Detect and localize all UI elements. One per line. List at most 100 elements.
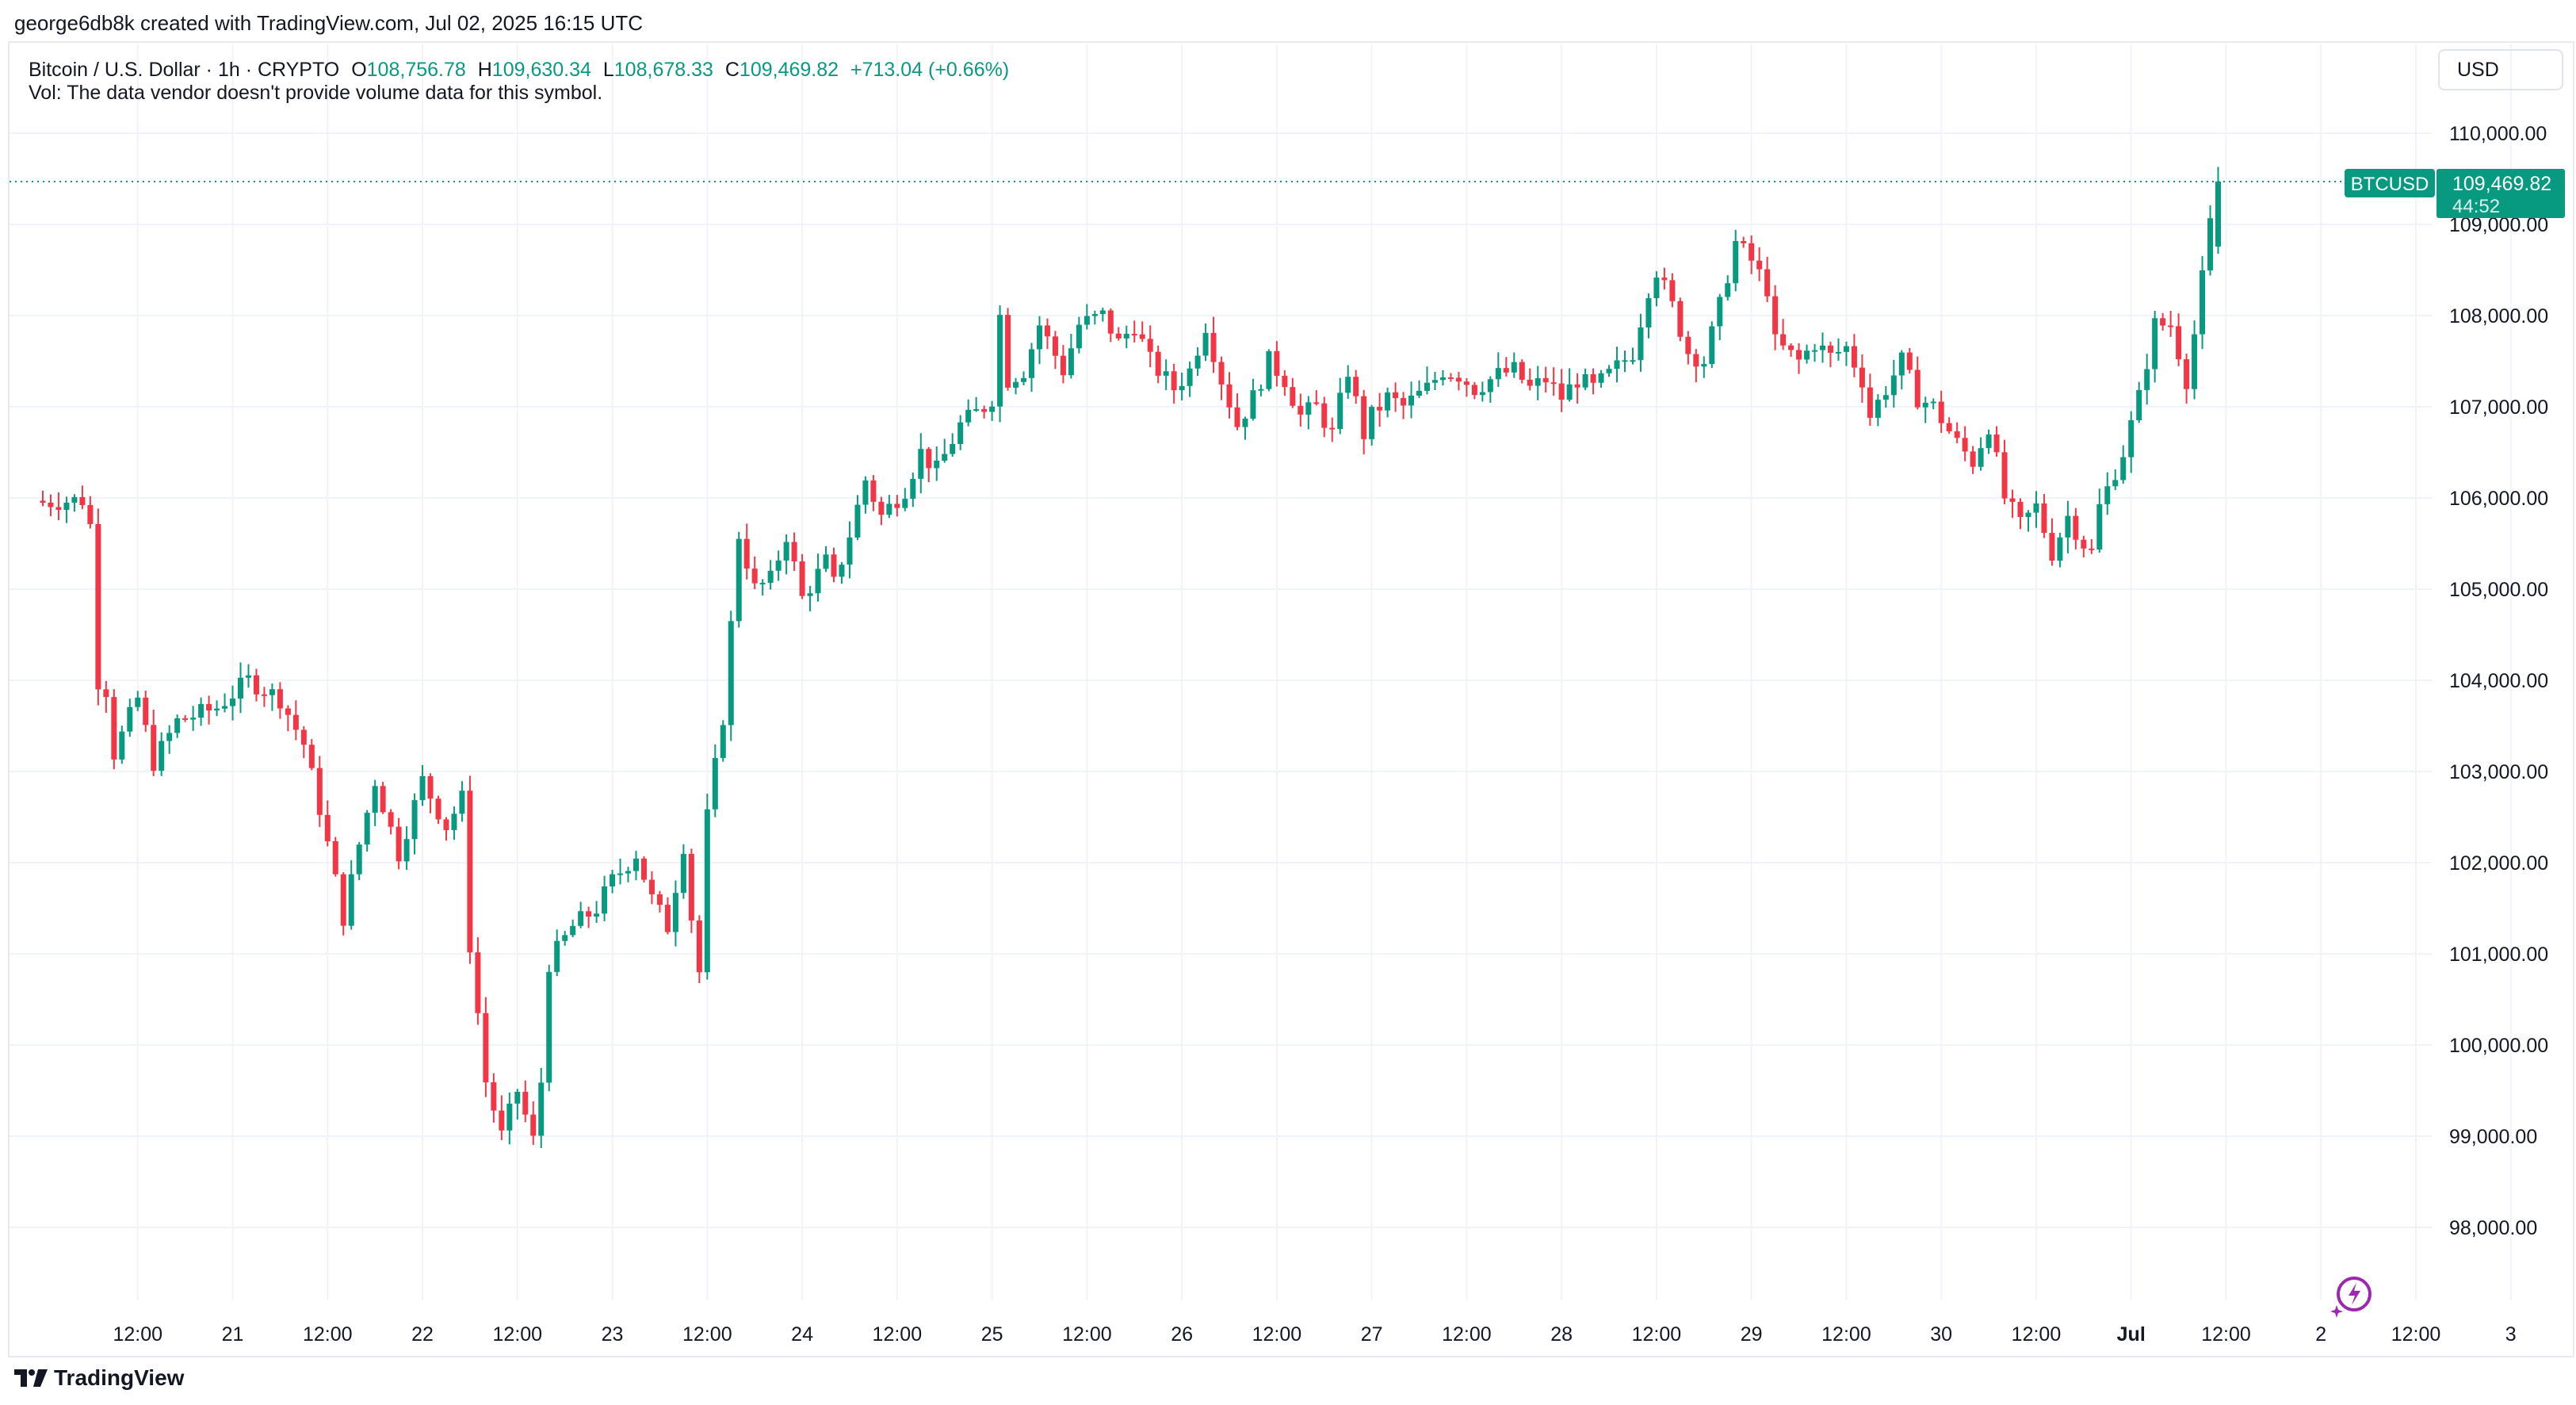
candle-body bbox=[1266, 350, 1272, 389]
candle-body bbox=[2207, 218, 2214, 270]
candle-body bbox=[648, 879, 655, 894]
candle-body bbox=[1194, 355, 1201, 369]
candle-body bbox=[1329, 427, 1336, 430]
candle-body bbox=[1788, 345, 1794, 350]
candle-body bbox=[2192, 334, 2198, 389]
candle-body bbox=[1021, 377, 1027, 382]
candle-body bbox=[1471, 385, 1477, 396]
candle-body bbox=[664, 905, 671, 932]
candle-body bbox=[372, 786, 378, 814]
candle-body bbox=[1036, 325, 1042, 350]
candle-body bbox=[1685, 336, 1691, 354]
candle-body bbox=[926, 449, 932, 469]
candle-body bbox=[1099, 310, 1106, 315]
candle-body bbox=[230, 699, 236, 706]
candle-body bbox=[1479, 392, 1485, 396]
time-tick-label: 12:00 bbox=[1632, 1323, 1682, 1346]
candle-body bbox=[870, 480, 877, 502]
candle-body bbox=[743, 538, 750, 569]
candle-body bbox=[878, 501, 885, 515]
tradingview-logo-icon bbox=[14, 1369, 48, 1387]
candle-body bbox=[2065, 515, 2071, 538]
candle-body bbox=[704, 809, 710, 973]
candle-body bbox=[2033, 503, 2039, 513]
candle-body bbox=[2104, 486, 2111, 504]
candle-body bbox=[594, 913, 600, 917]
time-tick-label: 23 bbox=[602, 1323, 624, 1346]
candle-body bbox=[2128, 420, 2135, 457]
candle-body bbox=[799, 561, 805, 596]
candle-body bbox=[2017, 501, 2024, 517]
time-tick-label: 21 bbox=[222, 1323, 244, 1346]
candle-body bbox=[902, 499, 908, 508]
time-tick-label: 12:00 bbox=[2391, 1323, 2441, 1346]
candle-body bbox=[1385, 392, 1391, 411]
candle-body bbox=[1147, 339, 1153, 352]
ohlc-legend: Bitcoin / U.S. Dollar · 1h · CRYPTO O108… bbox=[29, 56, 1009, 84]
candle-body bbox=[1290, 387, 1296, 406]
candle-body bbox=[783, 542, 789, 561]
candle-body bbox=[1345, 377, 1351, 393]
candle-body bbox=[894, 503, 900, 508]
candle-body bbox=[950, 443, 956, 454]
candle-body bbox=[728, 621, 734, 725]
candle-body bbox=[1764, 269, 1771, 297]
candle-body bbox=[174, 718, 181, 733]
candle-body bbox=[2073, 515, 2079, 540]
candle-body bbox=[475, 952, 481, 1013]
candle-body bbox=[1361, 396, 1367, 439]
candle-body bbox=[87, 505, 94, 524]
candle-body bbox=[672, 893, 678, 932]
candle-body bbox=[316, 768, 323, 815]
candle-body bbox=[1202, 332, 1209, 356]
candle-body bbox=[340, 874, 346, 926]
symbol-tag-text: BTCUSD bbox=[2351, 174, 2429, 195]
candle-body bbox=[214, 708, 220, 711]
lightning-bolt-icon[interactable] bbox=[2327, 1273, 2375, 1325]
candle-body bbox=[1898, 352, 1905, 376]
candle-body bbox=[965, 409, 972, 423]
candle-body bbox=[356, 844, 362, 875]
legend-open-label: O bbox=[351, 59, 367, 81]
time-tick-label: 12:00 bbox=[493, 1323, 543, 1346]
symbol-tag-bg bbox=[2345, 169, 2435, 197]
volume-note: Vol: The data vendor doesn't provide vol… bbox=[29, 82, 603, 104]
candle-body bbox=[1005, 315, 1011, 388]
candle-body bbox=[1590, 374, 1596, 383]
candle-body bbox=[1258, 389, 1264, 391]
candle-body bbox=[459, 791, 465, 814]
candle-body bbox=[364, 813, 370, 845]
candle-body bbox=[1780, 334, 1787, 346]
candle-body bbox=[1550, 382, 1557, 385]
candle-body bbox=[2057, 537, 2063, 561]
candle-body bbox=[2049, 533, 2055, 561]
candle-body bbox=[823, 554, 829, 569]
candle-body bbox=[2176, 326, 2182, 360]
candle-body bbox=[261, 694, 267, 696]
time-tick-label: 12:00 bbox=[1821, 1323, 1871, 1346]
time-tick-label: 12:00 bbox=[303, 1323, 353, 1346]
candle-body bbox=[245, 675, 251, 678]
legend-open-value: 108,756.78 bbox=[366, 59, 466, 81]
tradingview-brand: TradingView bbox=[54, 1365, 185, 1390]
candle-body bbox=[308, 745, 315, 768]
candle-body bbox=[1614, 360, 1620, 369]
candle-body bbox=[1717, 297, 1723, 327]
candle-body bbox=[610, 874, 616, 886]
candle-body bbox=[159, 741, 165, 771]
candle-body bbox=[1930, 401, 1936, 404]
candle-body bbox=[285, 708, 291, 715]
candle-body bbox=[538, 1082, 545, 1136]
tradingview-logo[interactable]: TradingView bbox=[14, 1365, 184, 1391]
candle-body bbox=[1439, 377, 1446, 381]
candles bbox=[40, 167, 2221, 1148]
candle-body bbox=[435, 798, 441, 820]
candle-body bbox=[1741, 240, 1747, 243]
candle-body bbox=[348, 874, 354, 926]
candle-body bbox=[759, 583, 766, 585]
candle-body bbox=[1131, 334, 1137, 336]
candle-body bbox=[625, 871, 632, 874]
currency-selector[interactable]: USD bbox=[2438, 49, 2563, 90]
candle-body bbox=[71, 497, 78, 503]
